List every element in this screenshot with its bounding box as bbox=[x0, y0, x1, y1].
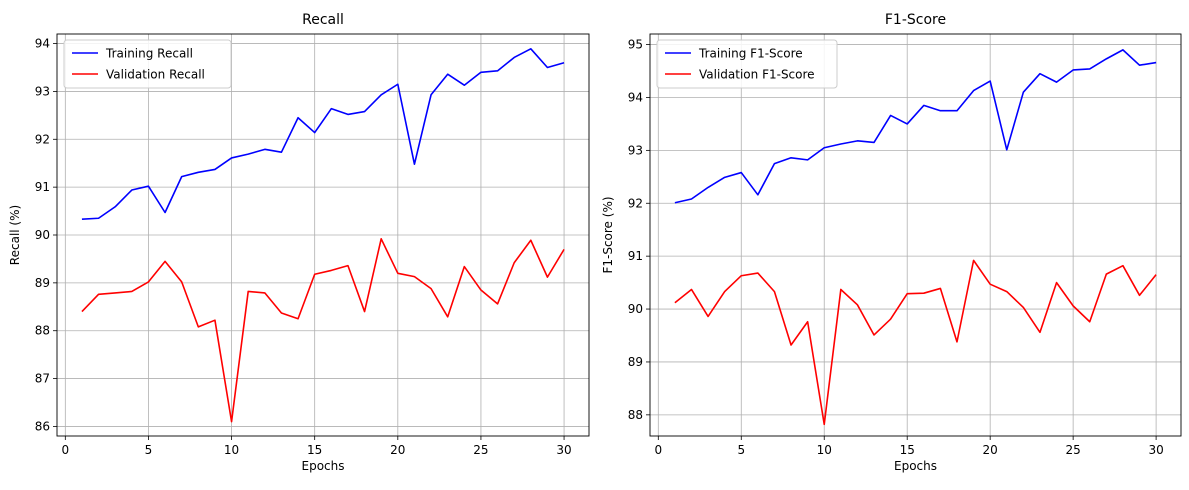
series-line-training bbox=[81, 48, 565, 221]
x-tick-label: 20 bbox=[390, 443, 405, 457]
legend-label: Training Recall bbox=[105, 47, 193, 61]
legend-box bbox=[656, 39, 838, 89]
y-tick-label: 89 bbox=[628, 355, 643, 369]
y-tick-label: 86 bbox=[35, 419, 50, 433]
y-tick-label: 90 bbox=[628, 302, 643, 316]
y-tick-label: 87 bbox=[35, 372, 50, 386]
legend-label: Validation Recall bbox=[106, 68, 205, 82]
axes-frame bbox=[649, 33, 1182, 437]
x-tick-label: 0 bbox=[654, 443, 662, 457]
x-tick-label: 30 bbox=[556, 443, 571, 457]
x-tick-label: 5 bbox=[145, 443, 153, 457]
series-line-training bbox=[674, 49, 1157, 204]
x-tick-label: 15 bbox=[307, 443, 322, 457]
chart-title: Recall bbox=[302, 12, 344, 28]
y-tick-label: 88 bbox=[628, 408, 643, 422]
y-axis-label: F1-Score (%) bbox=[601, 196, 615, 273]
x-axis-label: Epochs bbox=[302, 459, 345, 473]
y-tick-label: 89 bbox=[35, 276, 50, 290]
y-tick-label: 90 bbox=[35, 228, 50, 242]
series-line-validation bbox=[81, 238, 565, 423]
y-tick-label: 93 bbox=[628, 143, 643, 157]
x-tick-label: 0 bbox=[61, 443, 69, 457]
x-tick-label: 10 bbox=[224, 443, 239, 457]
x-tick-label: 10 bbox=[817, 443, 832, 457]
legend-box bbox=[63, 39, 232, 89]
x-tick-label: 20 bbox=[983, 443, 998, 457]
x-tick-label: 25 bbox=[473, 443, 488, 457]
y-tick-label: 94 bbox=[35, 37, 50, 51]
x-tick-label: 15 bbox=[900, 443, 915, 457]
y-tick-label: 91 bbox=[35, 180, 50, 194]
x-tick-label: 25 bbox=[1066, 443, 1081, 457]
axes-frame bbox=[56, 33, 590, 437]
x-axis-label: Epochs bbox=[894, 459, 937, 473]
series-line-validation bbox=[674, 259, 1157, 426]
x-tick-label: 5 bbox=[737, 443, 745, 457]
y-tick-label: 93 bbox=[35, 84, 50, 98]
chart-title: F1-Score bbox=[885, 12, 946, 28]
y-tick-label: 94 bbox=[628, 90, 643, 104]
y-tick-label: 92 bbox=[628, 196, 643, 210]
y-tick-label: 88 bbox=[35, 324, 50, 338]
y-tick-label: 95 bbox=[628, 38, 643, 52]
legend-label: Validation F1-Score bbox=[699, 68, 815, 82]
y-tick-label: 92 bbox=[35, 132, 50, 146]
x-tick-label: 30 bbox=[1148, 443, 1163, 457]
y-tick-label: 91 bbox=[628, 249, 643, 263]
y-axis-label: Recall (%) bbox=[8, 205, 22, 265]
legend-label: Training F1-Score bbox=[698, 47, 803, 61]
